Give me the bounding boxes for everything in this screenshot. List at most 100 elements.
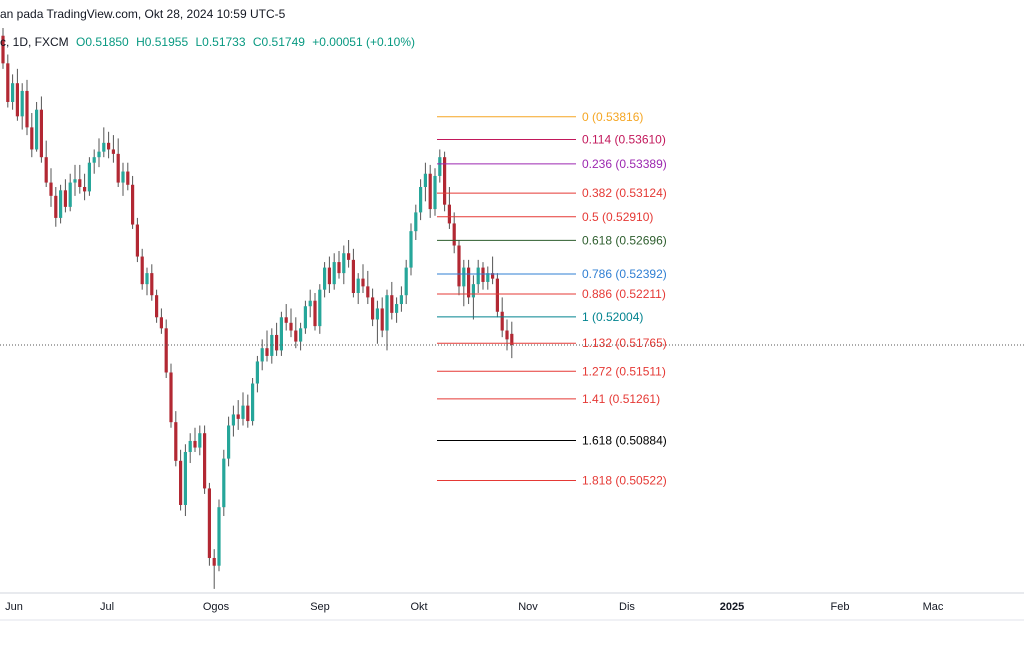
candle[interactable]: [78, 164, 82, 194]
candle[interactable]: [337, 251, 341, 279]
candle[interactable]: [366, 270, 370, 305]
candle[interactable]: [1, 28, 5, 69]
candle[interactable]: [385, 289, 389, 351]
candle[interactable]: [150, 264, 154, 301]
candle[interactable]: [351, 248, 355, 298]
candle[interactable]: [294, 317, 298, 349]
candle[interactable]: [111, 135, 115, 163]
candle[interactable]: [30, 113, 34, 158]
candle[interactable]: [486, 266, 490, 290]
candle[interactable]: [433, 168, 437, 216]
candle[interactable]: [279, 311, 283, 356]
candle[interactable]: [217, 499, 221, 572]
candle[interactable]: [68, 173, 72, 212]
candle[interactable]: [15, 68, 19, 121]
candle[interactable]: [423, 162, 427, 202]
candle[interactable]: [323, 262, 327, 298]
candle[interactable]: [236, 400, 240, 430]
candle[interactable]: [260, 339, 264, 371]
candle[interactable]: [44, 140, 48, 187]
candle[interactable]: [495, 273, 499, 318]
candle[interactable]: [169, 363, 173, 428]
candle[interactable]: [443, 151, 447, 212]
candle[interactable]: [270, 328, 274, 364]
candle[interactable]: [371, 288, 375, 327]
candle[interactable]: [97, 138, 101, 168]
candle[interactable]: [251, 378, 255, 426]
candle[interactable]: [54, 186, 58, 227]
candle[interactable]: [510, 321, 514, 359]
candle[interactable]: [121, 162, 125, 196]
candle[interactable]: [246, 394, 250, 428]
candle[interactable]: [107, 131, 111, 159]
candle[interactable]: [155, 289, 159, 323]
candle[interactable]: [275, 322, 279, 356]
candle[interactable]: [140, 248, 144, 290]
candle[interactable]: [467, 259, 471, 305]
candle[interactable]: [73, 164, 77, 196]
candle[interactable]: [361, 264, 365, 293]
candle[interactable]: [380, 297, 384, 338]
candle[interactable]: [207, 482, 211, 566]
candle[interactable]: [145, 267, 149, 296]
candle[interactable]: [179, 449, 183, 511]
candle[interactable]: [116, 138, 120, 187]
candle[interactable]: [6, 54, 10, 108]
candle[interactable]: [313, 292, 317, 331]
candle[interactable]: [452, 212, 456, 254]
candle[interactable]: [183, 444, 187, 517]
candle[interactable]: [159, 308, 163, 334]
candle[interactable]: [188, 433, 192, 464]
candle[interactable]: [404, 259, 408, 305]
candle[interactable]: [332, 253, 336, 290]
candle[interactable]: [102, 127, 106, 158]
candle[interactable]: [284, 304, 288, 331]
candle[interactable]: [255, 355, 259, 393]
candle[interactable]: [299, 322, 303, 351]
candle[interactable]: [59, 184, 63, 224]
candle[interactable]: [303, 300, 307, 334]
candle[interactable]: [462, 259, 466, 307]
candle[interactable]: [20, 83, 24, 130]
candle[interactable]: [131, 175, 135, 229]
candle[interactable]: [438, 149, 442, 183]
candle[interactable]: [318, 284, 322, 334]
candle[interactable]: [414, 204, 418, 240]
fib-retracement-layer[interactable]: 0 (0.53816) 0.114 (0.53610) 0.236 (0.53389…: [437, 110, 667, 488]
candle[interactable]: [212, 549, 216, 589]
candle[interactable]: [203, 425, 207, 494]
candle[interactable]: [471, 275, 475, 320]
candle[interactable]: [164, 319, 168, 379]
candle[interactable]: [342, 245, 346, 285]
candle[interactable]: [83, 173, 87, 201]
candle[interactable]: [327, 256, 331, 293]
candle[interactable]: [491, 256, 495, 285]
candle[interactable]: [447, 186, 451, 229]
candle[interactable]: [356, 273, 360, 305]
candle[interactable]: [481, 262, 485, 290]
candle[interactable]: [347, 239, 351, 268]
candle[interactable]: [39, 96, 43, 163]
candle[interactable]: [222, 449, 226, 517]
candle[interactable]: [87, 157, 91, 196]
candle[interactable]: [265, 330, 269, 362]
candle[interactable]: [231, 405, 235, 437]
candle[interactable]: [428, 164, 432, 218]
candle[interactable]: [11, 74, 15, 110]
candle[interactable]: [35, 101, 39, 152]
time-axis[interactable]: Jun Jul Ogos Sep Okt Nov Dis 2025 Feb Mac: [5, 601, 944, 613]
candle[interactable]: [399, 286, 403, 312]
candle[interactable]: [193, 427, 197, 452]
candle[interactable]: [375, 300, 379, 344]
candle[interactable]: [227, 416, 231, 467]
candle[interactable]: [419, 179, 423, 221]
candle[interactable]: [390, 281, 394, 320]
candle[interactable]: [289, 308, 293, 338]
candle[interactable]: [308, 289, 312, 318]
candle[interactable]: [135, 217, 139, 263]
candle[interactable]: [457, 239, 461, 296]
candle[interactable]: [49, 168, 53, 207]
candle[interactable]: [409, 223, 413, 276]
candle[interactable]: [198, 425, 202, 456]
